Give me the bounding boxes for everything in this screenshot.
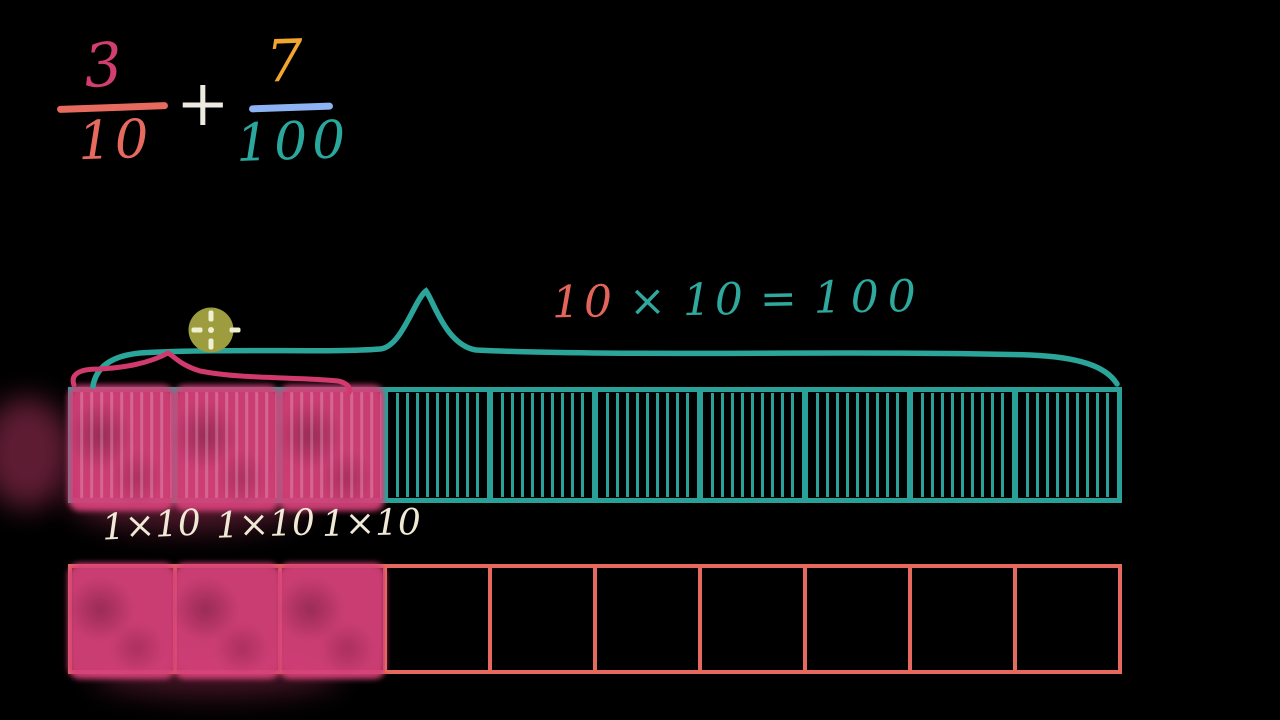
tenths-cell [910, 566, 1015, 672]
marker-bleed [0, 398, 72, 508]
hundredths-cell [910, 389, 1015, 501]
strip-lines [1019, 393, 1116, 497]
tenths-cell [490, 566, 595, 672]
strip-lines [914, 393, 1011, 497]
fraction2-numerator: 7 [264, 26, 305, 96]
hundredths-cell [278, 385, 385, 511]
multiplication-equation: 10 × 10 = 100 [551, 271, 938, 329]
equation-segment: 10 [682, 273, 748, 327]
strip-lines [389, 393, 486, 497]
crosshair-cursor [188, 307, 241, 353]
hundredths-cell [490, 389, 595, 501]
tenths-cell [385, 566, 490, 672]
strip-lines [494, 393, 591, 497]
fraction2-denominator: 100 [234, 110, 352, 174]
hundredths-cell [68, 385, 175, 511]
shaded-fill [278, 385, 385, 511]
hundredths-cell [173, 385, 280, 511]
equation-segment: 10 [551, 276, 617, 329]
strip-lines [704, 393, 801, 497]
equation-segment: × [628, 275, 671, 328]
shaded-fill [173, 385, 280, 511]
strip-lines [283, 392, 382, 498]
strip-lines [73, 392, 172, 498]
shaded-fill [68, 563, 176, 679]
cell-label: 1×10 [100, 502, 202, 549]
cell-label: 1×10 [321, 502, 422, 545]
tenths-cell [278, 563, 386, 679]
hundredths-cell [595, 389, 700, 501]
cell-label: 1×10 [215, 502, 316, 547]
tenths-cell [595, 566, 700, 672]
hundredths-cell [1015, 389, 1120, 501]
equation-segment: 100 [813, 270, 926, 324]
hundredths-cell [805, 389, 910, 501]
strip-lines [178, 392, 277, 498]
fraction1-denominator: 10 [76, 108, 153, 173]
tenths-bar [68, 563, 1122, 679]
tenths-cell [68, 563, 176, 679]
tenths-cell [173, 563, 281, 679]
hundredths-cell [700, 389, 805, 501]
fraction1-numerator: 3 [81, 29, 125, 103]
shaded-fill [68, 385, 175, 511]
tenths-cell [700, 566, 805, 672]
shaded-fill [173, 563, 281, 679]
strip-lines [599, 393, 696, 497]
tenths-cell [805, 566, 910, 672]
equation-segment: = [759, 273, 802, 325]
shaded-fill [278, 563, 386, 679]
plus-operator: + [176, 67, 230, 141]
strip-lines [809, 393, 906, 497]
hundredths-cell [385, 389, 490, 501]
tenths-cell [1015, 566, 1120, 672]
hundredths-bar [68, 385, 1122, 511]
